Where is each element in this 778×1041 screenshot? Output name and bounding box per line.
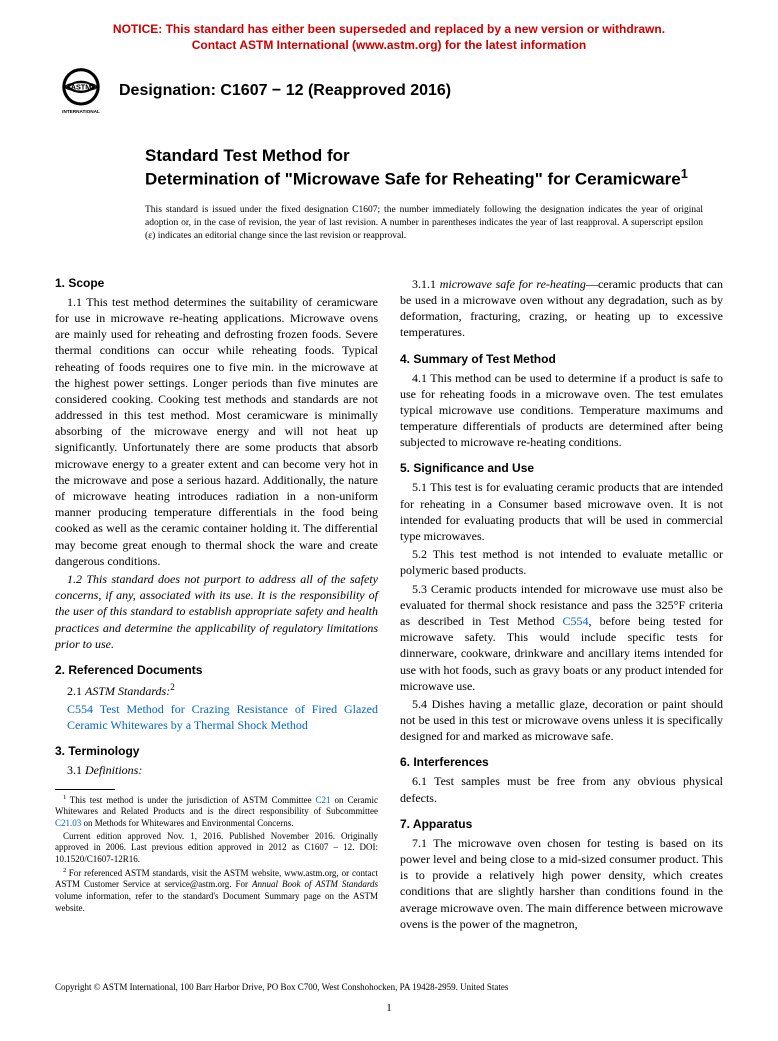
issuance-note: This standard is issued under the fixed … — [145, 204, 703, 242]
footnote-1: 1 This test method is under the jurisdic… — [55, 794, 378, 830]
columns-container: 1. Scope 1.1 This test method determines… — [55, 265, 723, 934]
title-superscript: 1 — [681, 166, 688, 181]
fn2-b: volume information, refer to the standar… — [55, 891, 378, 913]
para-2-1-sup: 2 — [170, 682, 175, 692]
svg-text:ASTM: ASTM — [71, 83, 92, 92]
ref-text: Test Method for Crazing Resistance of Fi… — [67, 702, 378, 732]
section-4-head: 4. Summary of Test Method — [400, 352, 723, 366]
notice-banner: NOTICE: This standard has either been su… — [55, 22, 723, 53]
ref-code: C554 — [67, 702, 93, 716]
para-5-4: 5.4 Dishes having a metallic glaze, deco… — [400, 696, 723, 745]
fn1-link2[interactable]: C21.03 — [55, 818, 81, 828]
document-page: NOTICE: This standard has either been su… — [0, 0, 778, 1036]
section-7-head: 7. Apparatus — [400, 817, 723, 831]
para-2-1-prefix: 2.1 — [67, 684, 85, 698]
footnote-divider — [55, 789, 115, 790]
astm-logo-icon: ASTM INTERNATIONAL — [55, 65, 107, 117]
fn1-a: This test method is under the jurisdicti… — [70, 795, 316, 805]
section-6-head: 6. Interferences — [400, 755, 723, 769]
p311-prefix: 3.1.1 — [412, 277, 440, 291]
title-lead: Standard Test Method for — [145, 145, 723, 166]
p311-term: microwave safe for re-heating — [440, 277, 586, 291]
page-number: 1 — [55, 1002, 723, 1014]
para-5-1: 5.1 This test is for evaluating ceramic … — [400, 479, 723, 544]
para-1-1: 1.1 This test method determines the suit… — [55, 294, 378, 569]
fn1-link1[interactable]: C21 — [316, 795, 331, 805]
para-3-1: 3.1 Definitions: — [55, 762, 378, 778]
section-1-head: 1. Scope — [55, 276, 378, 290]
para-3-1-italic: Definitions: — [85, 763, 142, 777]
title-main: Determination of "Microwave Safe for Reh… — [145, 166, 723, 190]
para-1-2: 1.2 This standard does not purport to ad… — [55, 571, 378, 652]
para-2-1-italic: ASTM Standards: — [85, 684, 170, 698]
para-5-3: 5.3 Ceramic products intended for microw… — [400, 581, 723, 694]
para-7-1: 7.1 The microwave oven chosen for testin… — [400, 835, 723, 932]
right-column: 3.1.1 microwave safe for re-heating—cera… — [400, 265, 723, 934]
ref-c554[interactable]: C554 Test Method for Crazing Resistance … — [55, 701, 378, 733]
fn1-c: on Methods for Whitewares and Environmen… — [81, 818, 293, 828]
notice-line1: NOTICE: This standard has either been su… — [113, 22, 665, 36]
header-row: ASTM INTERNATIONAL Designation: C1607 − … — [55, 65, 723, 117]
para-5-2: 5.2 This test method is not intended to … — [400, 546, 723, 578]
section-5-head: 5. Significance and Use — [400, 461, 723, 475]
fn2-italic: Annual Book of ASTM Standards — [252, 879, 378, 889]
para-4-1: 4.1 This method can be used to determine… — [400, 370, 723, 451]
footnote-2: 2 For referenced ASTM standards, visit t… — [55, 867, 378, 915]
para-2-1: 2.1 ASTM Standards:2 — [55, 681, 378, 699]
title-block: Standard Test Method for Determination o… — [145, 145, 723, 190]
section-3-head: 3. Terminology — [55, 744, 378, 758]
title-main-text: Determination of "Microwave Safe for Reh… — [145, 170, 681, 189]
para-3-1-1: 3.1.1 microwave safe for re-heating—cera… — [400, 276, 723, 341]
svg-text:INTERNATIONAL: INTERNATIONAL — [62, 109, 100, 114]
para-3-1-prefix: 3.1 — [67, 763, 85, 777]
para-6-1: 6.1 Test samples must be free from any o… — [400, 773, 723, 805]
copyright-text: Copyright © ASTM International, 100 Barr… — [55, 982, 723, 992]
left-column: 1. Scope 1.1 This test method determines… — [55, 265, 378, 934]
notice-line2: Contact ASTM International (www.astm.org… — [192, 38, 586, 52]
p53-link[interactable]: C554 — [563, 614, 589, 628]
section-2-head: 2. Referenced Documents — [55, 663, 378, 677]
designation-text: Designation: C1607 − 12 (Reapproved 2016… — [119, 82, 451, 100]
footnote-1d: Current edition approved Nov. 1, 2016. P… — [55, 831, 378, 866]
